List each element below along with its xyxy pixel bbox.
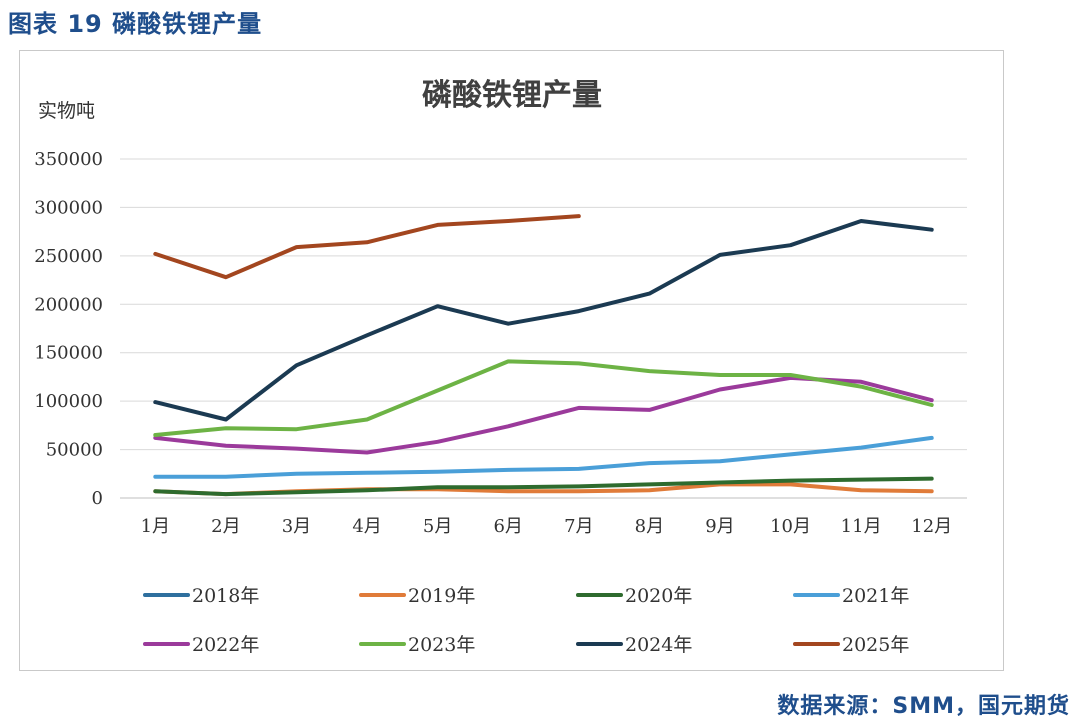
y-tick-label: 250000: [34, 246, 103, 267]
x-tick-label: 10月: [770, 516, 811, 537]
y-tick-labels: 0 50000 100000 150000 200000 250000 300000 3500…: [34, 149, 103, 509]
y-axis-label: 实物吨: [38, 100, 95, 122]
legend-item: 2020年: [576, 585, 692, 607]
series-lines: [153, 214, 934, 497]
legend-label: 2018年: [192, 585, 259, 607]
figure-title: 图表 19 磷酸铁锂产量: [8, 10, 263, 38]
y-tick-label: 0: [92, 488, 103, 509]
series-line-2020年: [153, 476, 934, 497]
gridlines: [120, 158, 967, 499]
y-tick-label: 100000: [34, 391, 103, 412]
x-tick-label: 7月: [564, 516, 593, 537]
series-line-2023年: [153, 359, 934, 437]
series-line-2025年: [153, 214, 581, 280]
x-tick-label: 5月: [423, 516, 452, 537]
legend-label: 2021年: [842, 585, 909, 607]
x-tick-label: 8月: [635, 516, 664, 537]
legend-item: 2019年: [359, 585, 475, 607]
legend-label: 2022年: [192, 634, 259, 656]
legend-item: 2023年: [359, 634, 475, 656]
x-tick-label: 12月: [911, 516, 952, 537]
x-tick-label: 2月: [211, 516, 240, 537]
legend-label: 2019年: [408, 585, 475, 607]
legend-item: 2024年: [576, 634, 692, 656]
x-tick-label: 6月: [493, 516, 522, 537]
series-line-2024年: [153, 219, 934, 422]
series-line-2021年: [153, 435, 934, 479]
x-tick-label: 3月: [282, 516, 311, 537]
y-tick-label: 300000: [34, 197, 103, 218]
x-tick-label: 4月: [352, 516, 381, 537]
legend-label: 2023年: [408, 634, 475, 656]
chart-title: 磷酸铁锂产量: [422, 78, 602, 113]
y-tick-label: 350000: [34, 149, 103, 170]
legend-item: 2018年: [143, 585, 259, 607]
x-tick-label: 11月: [841, 516, 882, 537]
chart-frame: 磷酸铁锂产量 实物吨 0 50000 100000 150000 200000 25000…: [19, 50, 1004, 671]
legend: 2018年 2019年 2020年 2021年 2022年 2023年 2024年 2025年: [143, 585, 909, 656]
y-tick-label: 50000: [46, 440, 103, 461]
legend-label: 2024年: [625, 634, 692, 656]
x-tick-label: 1月: [141, 516, 170, 537]
series-line-2022年: [153, 375, 934, 455]
legend-item: 2021年: [793, 585, 909, 607]
legend-item: 2022年: [143, 634, 259, 656]
legend-label: 2025年: [842, 634, 909, 656]
x-tick-label: 9月: [705, 516, 734, 537]
legend-item: 2025年: [793, 634, 909, 656]
y-tick-label: 150000: [34, 343, 103, 364]
data-source: 数据来源：SMM，国元期货: [777, 694, 1070, 719]
y-tick-label: 200000: [34, 294, 103, 315]
line-chart: 磷酸铁锂产量 实物吨 0 50000 100000 150000 200000 25000…: [34, 78, 967, 656]
legend-label: 2020年: [625, 585, 692, 607]
x-tick-labels: 1月 2月 3月 4月 5月 6月 7月 8月 9月 10月 11月 12月: [141, 516, 953, 537]
